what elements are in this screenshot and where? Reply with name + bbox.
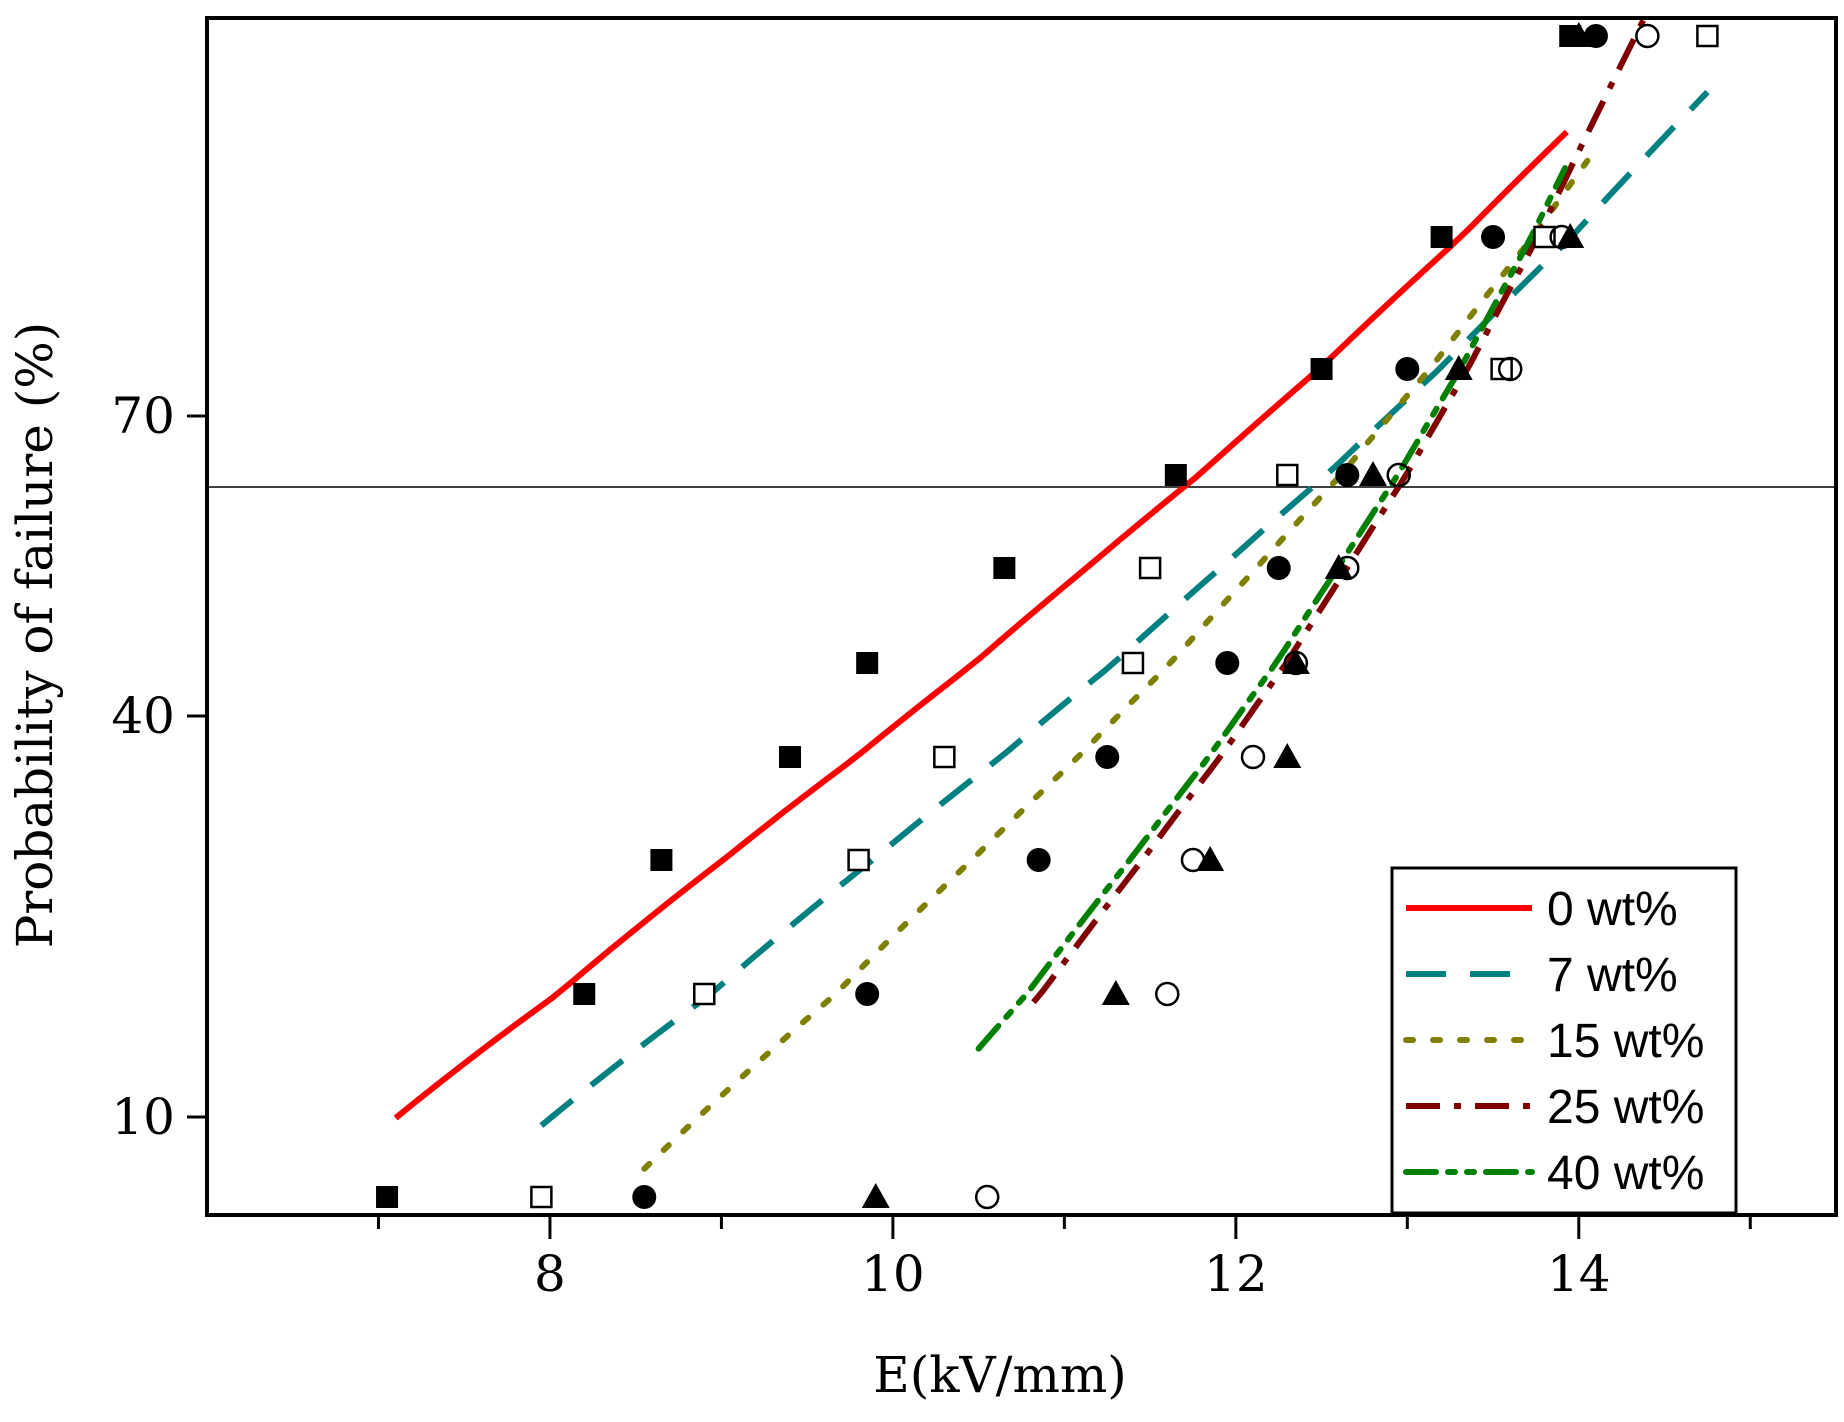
legend-box [1390,866,1738,1215]
marker-25-wt-3 [1240,744,1266,770]
marker-40-wt-2 [1196,846,1225,871]
marker-25-wt-6 [1386,462,1411,488]
marker-40-wt-5 [1324,554,1353,579]
x-axis: 8 10 12 14 [376,1215,1752,1303]
marker-40-wt-0 [861,1183,890,1208]
x-axis-title: E(kV/mm) [873,1346,1127,1404]
marker-7-wt-2 [847,848,870,872]
marker-15-wt-4 [1215,651,1240,675]
marker-7-wt-4 [1121,651,1145,675]
y-axis-title: Probability of failure (%) [6,322,64,949]
legend-label-7-wt: 7 wt% [1547,949,1678,1002]
marker-7-wt-8 [1533,225,1556,249]
legend-label-40-wt: 40 wt% [1547,1147,1704,1200]
marker-15-wt-5 [1266,556,1291,580]
marker-0-wt-5 [993,557,1016,579]
marker-7-wt-5 [1138,556,1162,580]
marker-25-wt-1 [1155,981,1180,1007]
legend-label-25-wt: 25 wt% [1547,1081,1704,1134]
marker-0-wt-7 [1310,358,1333,380]
marker-0-wt-4 [856,652,879,674]
marker-15-wt-6 [1335,463,1360,487]
x-tick-label-14: 14 [1547,1245,1611,1303]
legend-label-0-wt: 0 wt% [1547,883,1678,936]
marker-40-wt-7 [1444,355,1473,380]
y-tick-label-40: 40 [111,687,175,745]
marker-40-wt-9 [1564,22,1593,47]
marker-0-wt-0 [376,1186,399,1208]
marker-15-wt-3 [1095,745,1120,769]
marker-0-wt-1 [573,983,596,1005]
marker-7-wt-6 [1276,463,1299,487]
marker-40-wt-4 [1281,649,1310,674]
marker-15-wt-1 [855,982,880,1006]
fit-line-0-wt [393,129,1569,1121]
marker-40-wt-1 [1101,980,1130,1005]
marker-0-wt-8 [1430,226,1453,248]
marker-0-wt-3 [779,746,802,768]
legend-label-15-wt: 15 wt% [1547,1015,1704,1068]
marker-25-wt-0 [974,1184,1000,1210]
marker-25-wt-7 [1497,356,1523,382]
fit-line-40-wt [975,165,1569,1052]
marker-7-wt-3 [933,745,956,769]
y-tick-label-10: 10 [111,1088,175,1146]
marker-40-wt-8 [1556,223,1585,248]
x-tick-label-12: 12 [1204,1245,1268,1303]
fit-line-15-wt [641,157,1591,1172]
y-tick-label-70: 70 [111,387,175,445]
legend: 0 wt% 7 wt% 15 wt% 25 wt% 40 wt% [1390,866,1738,1215]
marker-0-wt-2 [650,849,673,871]
plot-frame [205,16,1838,1217]
marker-40-wt-3 [1273,743,1302,768]
marker-7-wt-7 [1490,357,1513,381]
marker-7-wt-9 [1696,24,1719,48]
fit-line-25-wt [1031,18,1647,1005]
marker-25-wt-9 [1635,23,1660,49]
marker-0-wt-6 [1164,464,1187,486]
marker-15-wt-0 [632,1185,657,1209]
x-tick-label-10: 10 [861,1245,925,1303]
marker-7-wt-1 [693,982,716,1006]
marker-15-wt-8 [1481,225,1506,249]
y-axis: 10 40 70 [111,387,207,1146]
marker-40-wt-6 [1359,461,1388,486]
marker-7-wt-0 [530,1185,553,1209]
data-markers [376,22,1719,1210]
marker-15-wt-2 [1026,848,1051,872]
plot-area [205,16,1838,1217]
x-tick-label-8: 8 [534,1245,566,1303]
marker-15-wt-7 [1395,357,1420,381]
